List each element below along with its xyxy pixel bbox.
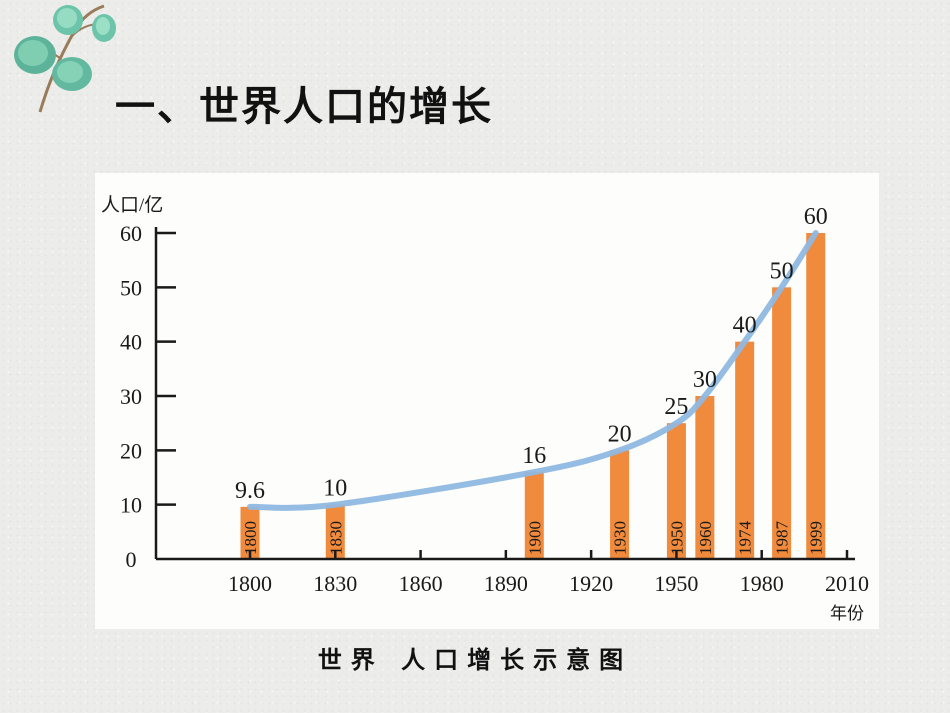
bar-year-label-1930: 1930 <box>611 521 630 555</box>
bar-value-label-1999: 60 <box>804 204 828 230</box>
y-tick-label-40: 40 <box>120 330 142 355</box>
x-tick-label-1890: 1890 <box>484 571 528 596</box>
slide-title: 一、世界人口的增长 <box>115 84 493 130</box>
population-trend-curve <box>247 230 819 511</box>
bar-1800 <box>240 506 260 559</box>
bar-1900 <box>524 472 544 559</box>
chart-caption: 世界 人口增长示意图 <box>317 645 633 674</box>
x-tick-label-1980: 1980 <box>740 571 784 596</box>
x-tick-label-1950: 1950 <box>654 571 698 596</box>
y-tick-label-10: 10 <box>120 493 142 518</box>
bar-year-label-1960: 1960 <box>696 521 715 555</box>
y-axis-label: 人口/亿 <box>101 194 163 216</box>
x-tick-label-1920: 1920 <box>569 571 613 596</box>
bar-1974 <box>735 341 755 559</box>
bar-1999 <box>806 233 826 559</box>
y-tick-label-60: 60 <box>120 221 142 246</box>
y-tick-label-30: 30 <box>120 384 142 409</box>
eucalyptus-leaf-icon <box>14 4 116 113</box>
bar-1960 <box>695 396 715 559</box>
x-tick-label-2010: 2010 <box>825 571 869 596</box>
bar-value-label-1974: 40 <box>733 313 757 339</box>
bar-year-label-1999: 1999 <box>807 521 826 555</box>
bar-value-label-1930: 20 <box>608 421 632 447</box>
bar-value-label-1987: 50 <box>770 258 794 284</box>
bar-year-label-1830: 1830 <box>326 521 345 555</box>
x-tick-label-1860: 1860 <box>399 571 443 596</box>
bar-year-label-1800: 1800 <box>241 521 260 555</box>
x-tick-label-1800: 1800 <box>228 571 272 596</box>
x-axis-label: 年份 <box>830 604 864 623</box>
bar-value-label-1900: 16 <box>522 443 546 469</box>
bar-year-label-1900: 1900 <box>525 521 544 555</box>
bar-value-label-1950: 25 <box>664 394 688 420</box>
bar-1930 <box>610 450 630 559</box>
x-tick-label-1830: 1830 <box>313 571 357 596</box>
bar-value-label-1960: 30 <box>693 367 717 393</box>
bar-value-label-1830: 10 <box>323 476 347 502</box>
bar-1830 <box>325 504 345 559</box>
population-chart-panel: 9.6 10 16 20 25 30 40 50 60 1800 1830 1900 1930 1950 1… <box>95 173 879 629</box>
bar-year-label-1950: 1950 <box>667 521 686 555</box>
y-tick-label-20: 20 <box>120 438 142 463</box>
bar-value-label-1800: 9.6 <box>235 478 265 504</box>
bar-year-label-1987: 1987 <box>773 521 792 556</box>
y-tick-label-0: 0 <box>126 547 137 572</box>
bar-year-label-1974: 1974 <box>736 521 755 556</box>
y-tick-label-50: 50 <box>120 275 142 300</box>
bar-1950 <box>666 423 686 559</box>
bar-1987 <box>772 287 792 559</box>
